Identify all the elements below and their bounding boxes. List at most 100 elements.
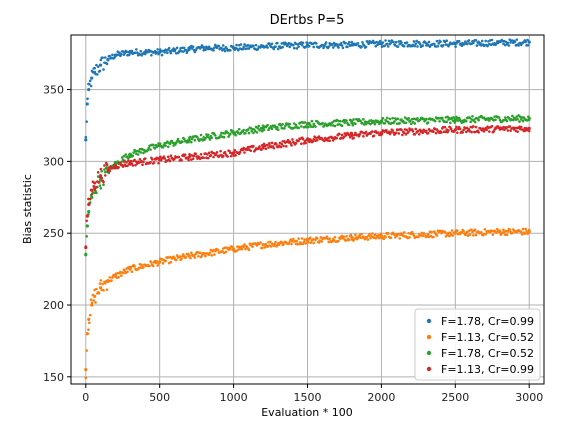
data-point bbox=[427, 40, 431, 44]
data-point bbox=[160, 53, 164, 57]
data-point bbox=[328, 139, 331, 143]
data-point bbox=[133, 265, 136, 268]
data-point bbox=[421, 44, 425, 47]
data-point bbox=[112, 163, 116, 167]
data-point bbox=[119, 53, 123, 56]
data-point bbox=[407, 130, 410, 133]
data-point bbox=[105, 162, 109, 166]
data-point bbox=[208, 251, 212, 254]
data-point bbox=[129, 159, 133, 163]
data-point bbox=[303, 121, 307, 124]
data-point bbox=[221, 154, 225, 158]
data-point bbox=[319, 236, 323, 239]
data-point bbox=[139, 49, 143, 53]
data-point bbox=[237, 127, 241, 131]
data-point bbox=[338, 132, 341, 136]
data-point bbox=[304, 242, 308, 245]
data-point bbox=[312, 241, 316, 245]
data-point bbox=[224, 250, 228, 254]
data-point bbox=[256, 47, 260, 51]
data-point bbox=[254, 125, 258, 129]
data-point bbox=[382, 237, 386, 241]
data-point bbox=[178, 255, 182, 258]
data-point bbox=[344, 41, 347, 45]
data-point bbox=[273, 242, 276, 246]
data-point bbox=[95, 185, 98, 189]
data-point bbox=[90, 196, 94, 199]
data-point bbox=[118, 51, 121, 55]
data-point bbox=[251, 245, 254, 249]
data-point bbox=[84, 138, 88, 142]
data-point bbox=[341, 46, 345, 50]
data-point bbox=[345, 119, 348, 122]
data-point bbox=[350, 131, 354, 135]
data-point bbox=[120, 156, 124, 159]
data-point bbox=[233, 148, 237, 152]
data-point bbox=[87, 210, 91, 214]
data-point bbox=[267, 146, 270, 149]
data-point bbox=[126, 270, 129, 274]
data-point bbox=[182, 137, 186, 141]
data-point bbox=[244, 131, 247, 135]
data-point bbox=[241, 148, 245, 152]
data-point bbox=[422, 117, 425, 121]
data-point bbox=[511, 231, 514, 235]
data-point bbox=[131, 154, 135, 157]
data-point bbox=[454, 119, 457, 123]
data-point bbox=[491, 233, 495, 237]
data-point bbox=[168, 142, 172, 146]
data-point bbox=[425, 129, 428, 133]
data-point bbox=[276, 41, 279, 45]
data-point bbox=[208, 138, 212, 141]
data-point bbox=[497, 116, 501, 119]
data-point bbox=[122, 154, 126, 158]
data-point bbox=[473, 120, 477, 124]
data-point bbox=[243, 243, 246, 246]
data-point bbox=[484, 232, 488, 236]
data-point bbox=[259, 46, 262, 49]
data-point bbox=[272, 47, 276, 51]
data-point bbox=[490, 38, 494, 42]
data-point bbox=[99, 58, 103, 62]
data-point bbox=[84, 368, 88, 372]
data-point bbox=[438, 120, 441, 123]
data-point bbox=[246, 128, 250, 131]
x-tick-label: 500 bbox=[149, 391, 170, 404]
data-point bbox=[302, 240, 306, 244]
data-point bbox=[281, 45, 284, 49]
data-point bbox=[321, 121, 324, 125]
data-point bbox=[205, 153, 209, 156]
data-point bbox=[87, 328, 90, 331]
data-point bbox=[521, 227, 525, 231]
data-point bbox=[261, 146, 265, 150]
data-point bbox=[339, 237, 342, 240]
data-point bbox=[283, 126, 286, 130]
data-point bbox=[304, 45, 308, 49]
data-point bbox=[432, 130, 435, 134]
data-point bbox=[331, 43, 334, 46]
data-point bbox=[189, 256, 192, 260]
data-point bbox=[92, 299, 96, 302]
data-point bbox=[372, 120, 376, 124]
data-point bbox=[98, 184, 102, 187]
data-point bbox=[304, 141, 308, 145]
data-point bbox=[508, 125, 512, 128]
series-2 bbox=[84, 227, 531, 380]
data-point bbox=[309, 241, 313, 244]
data-point bbox=[189, 135, 192, 139]
data-point bbox=[157, 52, 160, 56]
data-point bbox=[155, 259, 159, 263]
data-point bbox=[472, 234, 475, 237]
data-point bbox=[360, 45, 363, 49]
data-point bbox=[472, 41, 475, 45]
data-point bbox=[231, 45, 235, 48]
data-point bbox=[465, 42, 469, 46]
data-point bbox=[96, 171, 100, 174]
data-point bbox=[88, 197, 92, 201]
data-point bbox=[164, 259, 167, 263]
data-point bbox=[85, 219, 88, 223]
data-point bbox=[418, 42, 422, 46]
data-point bbox=[230, 245, 234, 249]
data-point bbox=[356, 42, 360, 45]
data-point bbox=[435, 39, 439, 43]
